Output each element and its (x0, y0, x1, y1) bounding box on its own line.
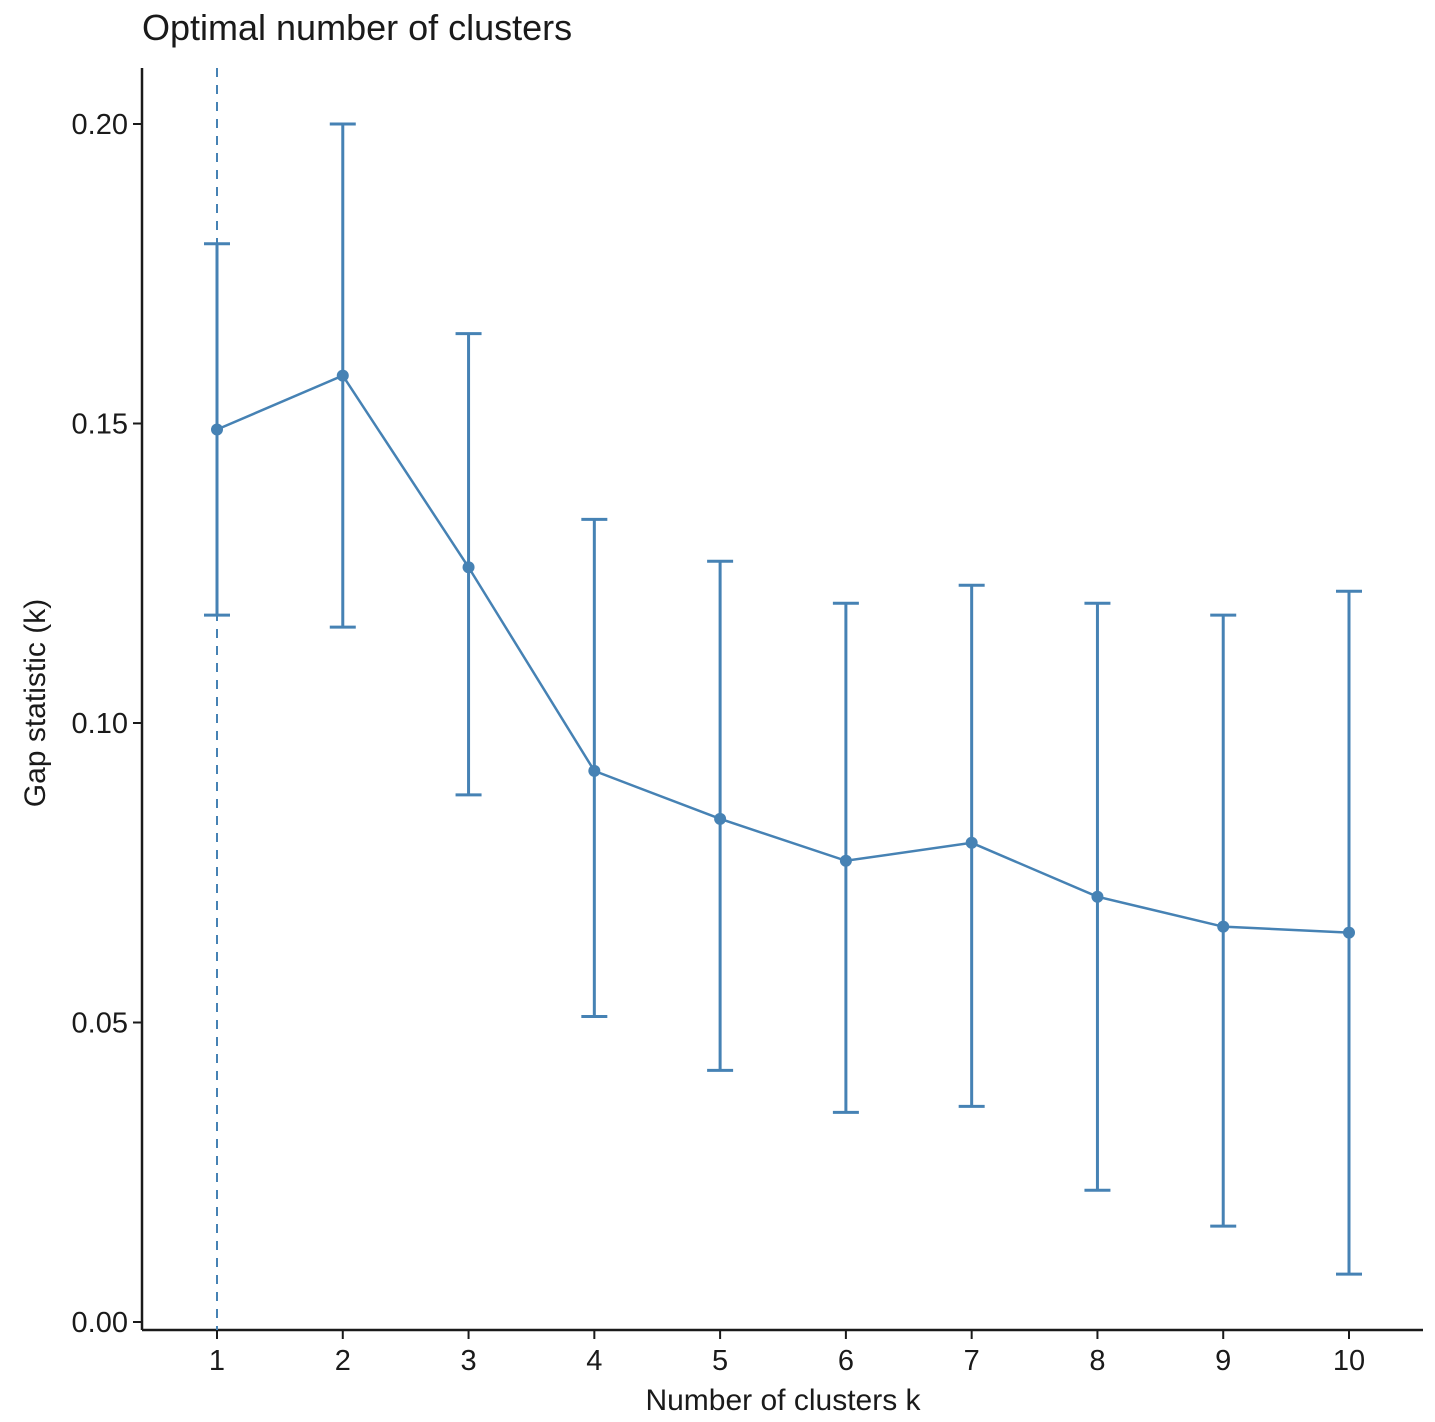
chart-title: Optimal number of clusters (142, 7, 572, 48)
data-point (839, 854, 852, 867)
data-point (336, 369, 349, 382)
data-point (588, 764, 601, 777)
data-point (714, 812, 727, 825)
x-tick-label: 2 (335, 1345, 351, 1377)
y-tick-label: 0.20 (72, 109, 128, 141)
data-point (965, 836, 978, 849)
y-tick-label: 0.05 (72, 1008, 128, 1040)
data-point (1217, 920, 1230, 933)
data-point (462, 561, 475, 574)
x-axis-ticks: 1 2 3 4 5 6 7 8 9 10 (209, 1330, 1365, 1377)
data-point (211, 423, 223, 436)
x-tick-label: 7 (964, 1345, 980, 1377)
y-tick-label: 0.10 (72, 708, 128, 740)
x-tick-label: 9 (1215, 1345, 1231, 1377)
x-axis-label: Number of clusters k (645, 1384, 921, 1417)
y-axis-ticks: 0.00 0.05 0.10 0.15 0.20 (72, 109, 142, 1339)
plot-area (140, 68, 1423, 1332)
x-tick-label: 8 (1089, 1345, 1105, 1377)
y-axis-label: Gap statistic (k) (19, 599, 52, 807)
y-tick-label: 0.15 (72, 409, 128, 441)
x-tick-label: 5 (712, 1345, 728, 1377)
x-tick-label: 3 (460, 1345, 476, 1377)
x-tick-label: 10 (1333, 1345, 1365, 1377)
x-tick-label: 6 (838, 1345, 854, 1377)
y-tick-label: 0.00 (72, 1307, 128, 1339)
data-point (1091, 890, 1104, 903)
x-tick-label: 1 (209, 1345, 225, 1377)
x-tick-label: 4 (586, 1345, 602, 1377)
data-point (1343, 926, 1355, 939)
gap-statistic-line (216, 374, 1350, 934)
